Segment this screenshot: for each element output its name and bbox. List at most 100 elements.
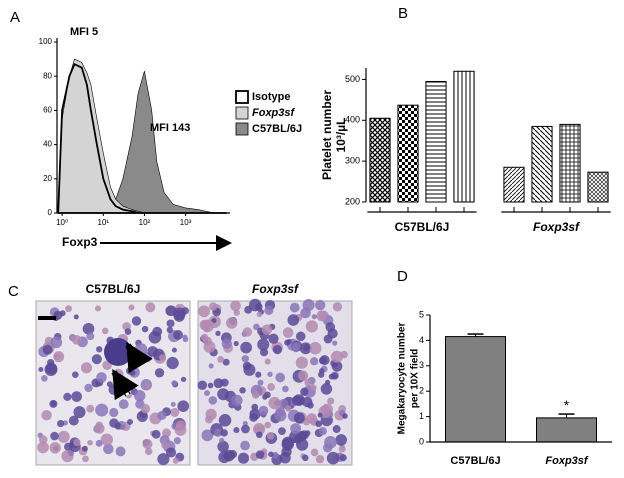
cell	[222, 358, 230, 366]
y-tick-label: 400	[345, 115, 360, 125]
cell	[109, 407, 119, 418]
cell	[291, 395, 303, 406]
cell	[96, 346, 103, 353]
cell	[300, 387, 309, 396]
cell	[42, 344, 53, 355]
cell	[275, 372, 286, 383]
panel-label: C	[8, 283, 19, 300]
cell	[281, 438, 294, 451]
cell	[316, 310, 328, 322]
cell	[161, 441, 169, 449]
cell	[114, 422, 122, 430]
cell	[315, 420, 323, 428]
cell	[286, 338, 292, 345]
cell	[157, 410, 167, 421]
cell	[63, 392, 72, 401]
cell	[104, 338, 132, 366]
cell	[302, 396, 313, 408]
bar	[531, 125, 553, 203]
cell	[304, 430, 311, 437]
cell	[328, 373, 335, 380]
cell	[225, 317, 238, 329]
cell	[208, 363, 214, 369]
cell	[233, 427, 240, 434]
panel-label: B	[398, 5, 408, 22]
cell	[268, 333, 279, 344]
bar	[369, 117, 391, 203]
cell	[86, 404, 95, 413]
group-label: C57BL/6J	[395, 220, 450, 234]
cell	[318, 356, 327, 365]
cell	[50, 336, 63, 349]
cell	[282, 327, 294, 338]
cell	[240, 440, 250, 451]
cell	[310, 357, 319, 366]
y-tick-label: 1	[419, 411, 424, 421]
cell	[217, 440, 229, 453]
cell	[239, 387, 246, 394]
x-tick-label: C57BL/6J	[450, 455, 500, 467]
cell	[295, 331, 306, 342]
cell	[152, 326, 163, 337]
cell	[255, 431, 263, 439]
y-tick-label: 80	[43, 71, 52, 80]
cell	[240, 341, 253, 354]
cell	[287, 314, 300, 326]
annotation: MFI 5	[70, 26, 98, 38]
cell	[41, 375, 48, 382]
cell	[264, 421, 272, 429]
cell	[218, 414, 232, 427]
legend-label: C57BL/6J	[252, 123, 302, 135]
cell	[272, 345, 283, 355]
cell	[81, 445, 88, 452]
cell	[255, 450, 265, 459]
cell	[255, 371, 262, 378]
legend-swatch	[235, 122, 249, 136]
cell	[173, 310, 185, 322]
cell	[173, 437, 181, 445]
cell	[342, 413, 348, 419]
cell	[305, 320, 318, 333]
y-tick-label: 2	[419, 386, 424, 396]
y-tick-label: 3	[419, 360, 424, 370]
legend-swatch	[235, 106, 249, 120]
cell	[207, 382, 214, 389]
cell	[261, 324, 273, 335]
cell	[215, 330, 221, 337]
cell	[59, 310, 66, 317]
legend-label: Foxp3sf	[252, 107, 296, 119]
legend-swatch	[235, 90, 249, 104]
y-tick-label: 40	[43, 140, 52, 149]
cell	[120, 424, 126, 430]
cell	[282, 385, 289, 393]
cell	[295, 356, 308, 369]
cell	[284, 405, 292, 412]
y-tick-label: 0	[419, 436, 424, 446]
cell	[293, 412, 305, 424]
cell	[279, 452, 291, 464]
cell	[230, 300, 241, 312]
arrow	[112, 369, 139, 401]
cell	[154, 368, 165, 378]
cell	[95, 403, 109, 417]
cell	[264, 358, 271, 365]
cell	[118, 399, 129, 410]
y-axis-label: 10³/µL	[334, 118, 348, 153]
cell	[95, 421, 103, 429]
cell	[211, 317, 217, 324]
cell	[314, 299, 326, 311]
cell	[318, 426, 327, 436]
cell	[330, 350, 343, 363]
cell	[103, 443, 114, 455]
bar	[587, 171, 609, 203]
cell	[320, 383, 333, 395]
image-title: C57BL/6J	[86, 282, 141, 296]
cell	[140, 403, 151, 414]
x-tick-label: 10³	[180, 218, 192, 227]
cell	[73, 314, 79, 320]
bar	[397, 104, 419, 203]
cell	[332, 425, 341, 434]
cell	[242, 327, 253, 337]
cell	[147, 346, 158, 357]
cell	[339, 454, 347, 462]
